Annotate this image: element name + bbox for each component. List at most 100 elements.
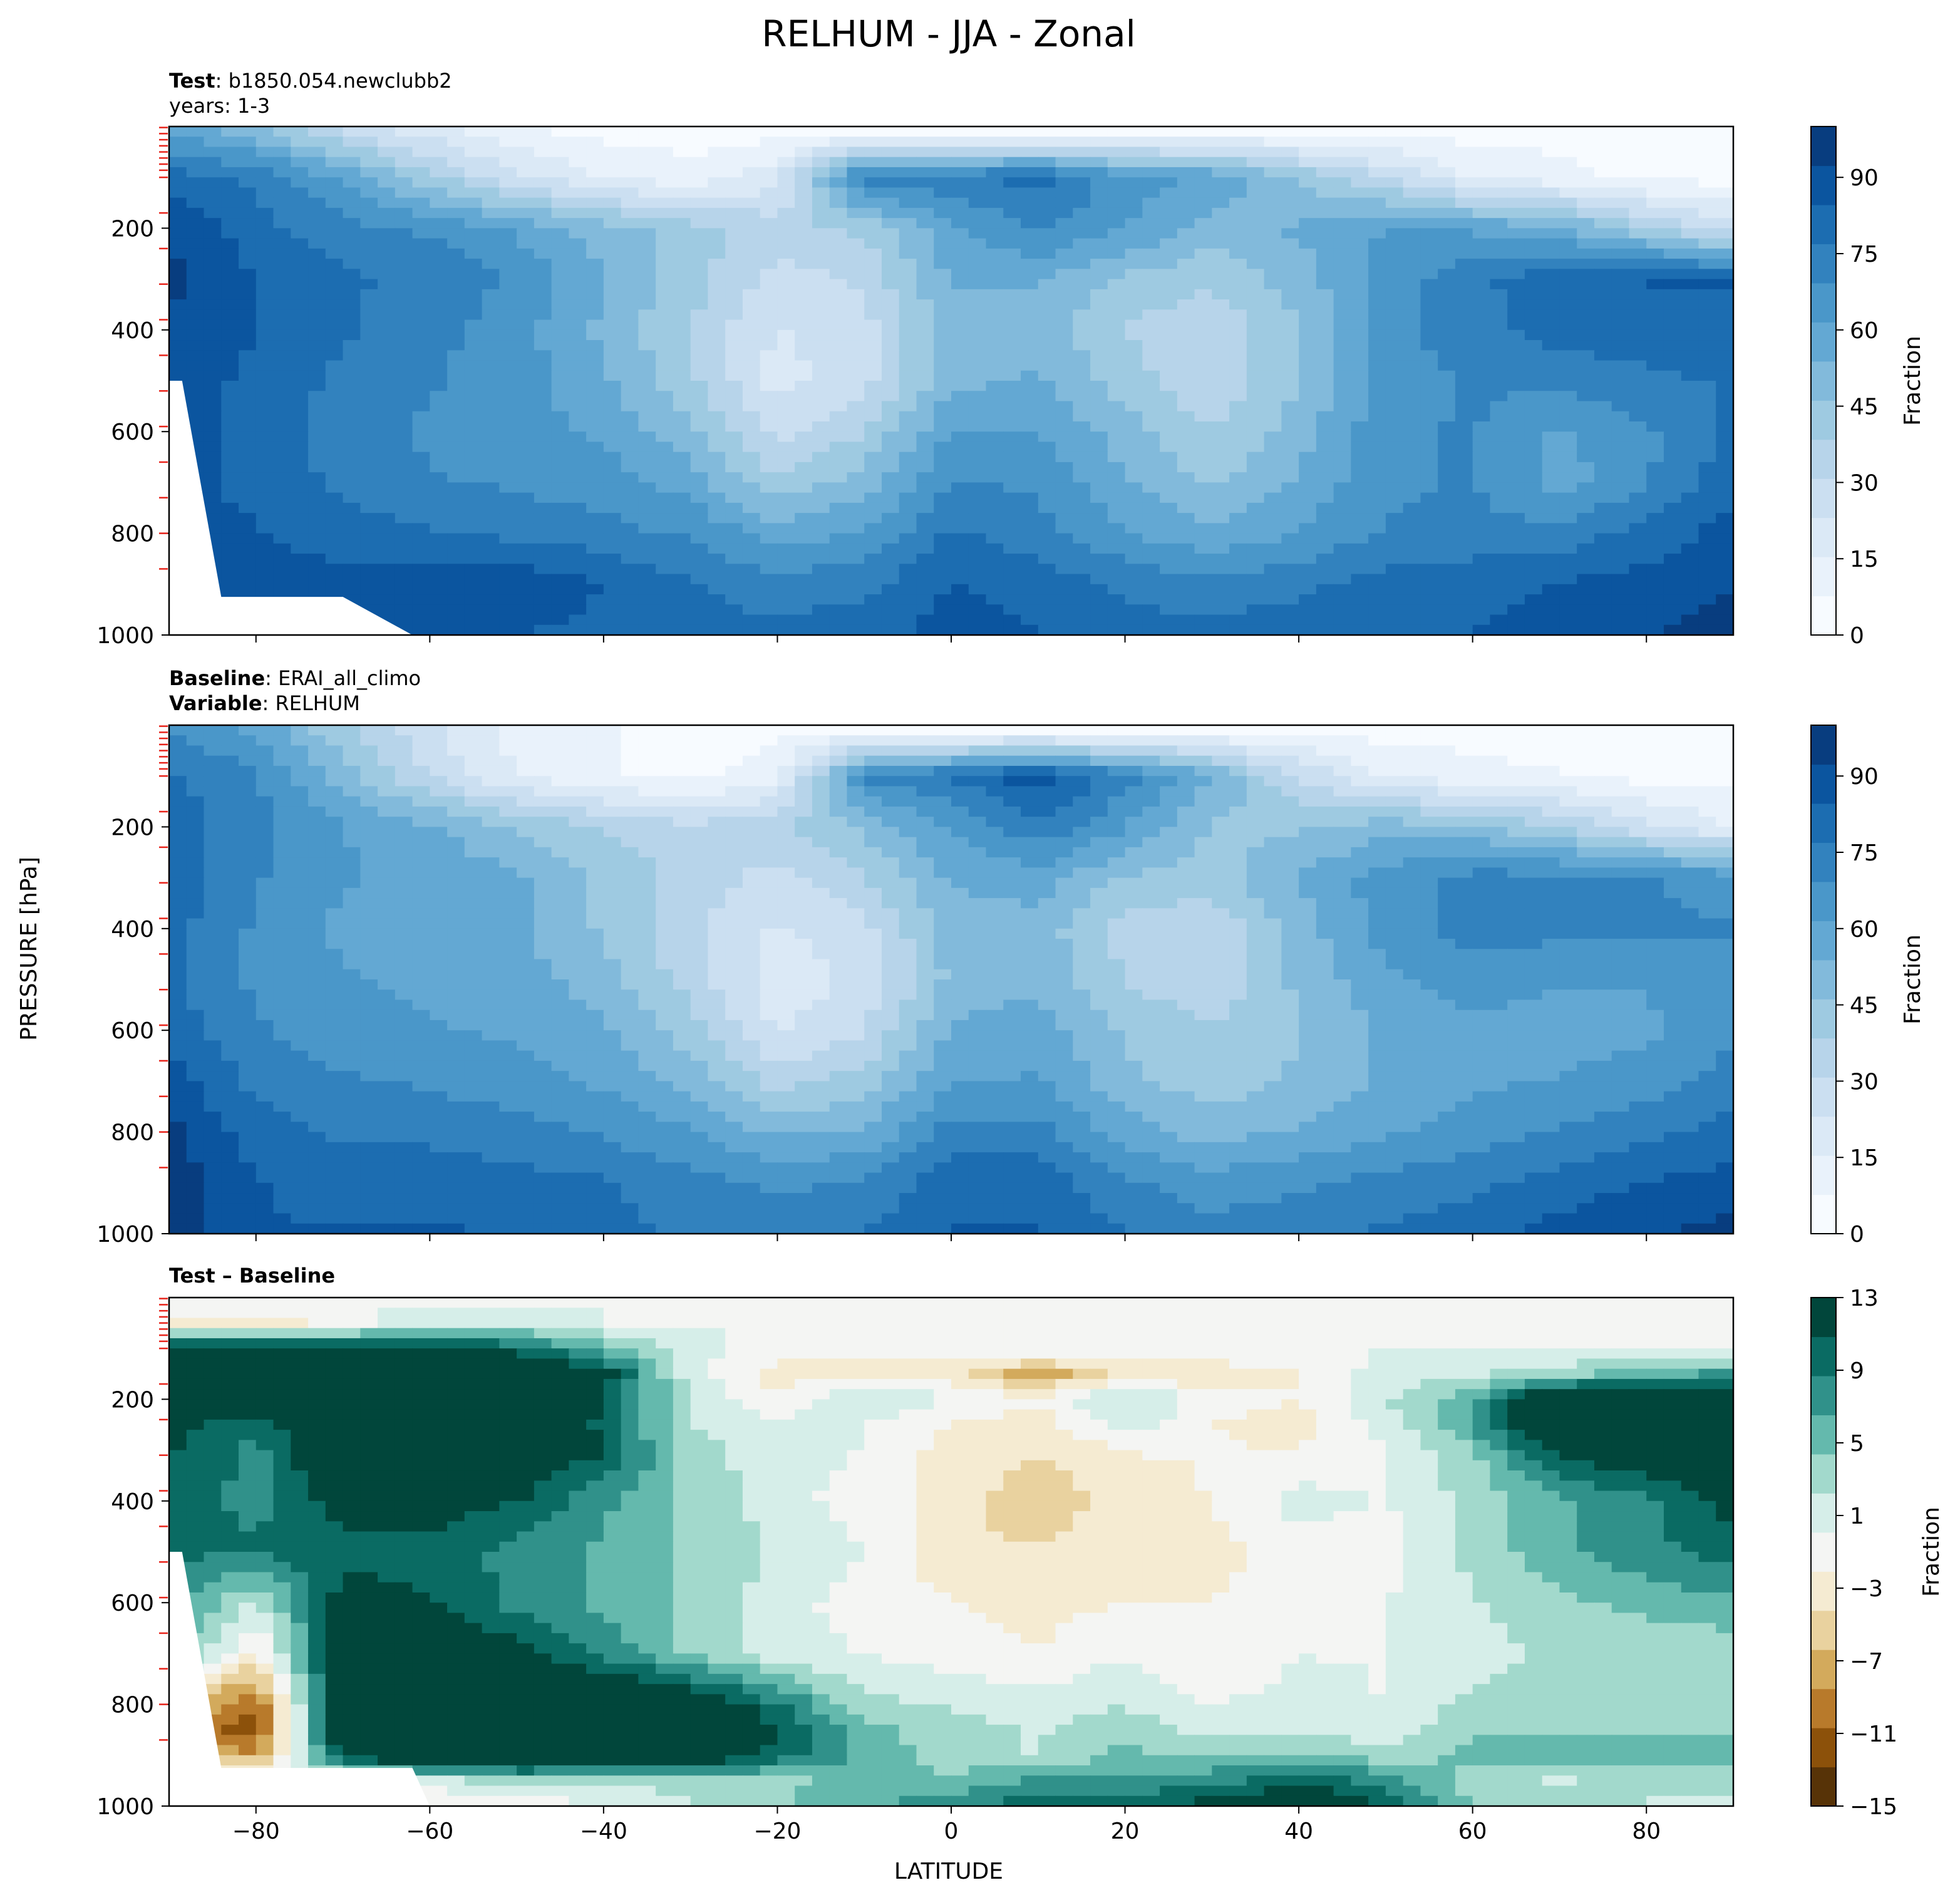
- test-heatmap-cell: [447, 299, 465, 310]
- test-heatmap-cell: [1160, 259, 1178, 269]
- baseline-heatmap-cell: [847, 725, 865, 736]
- test-heatmap-cell: [360, 177, 378, 188]
- test-heatmap-cell: [1420, 259, 1438, 269]
- test-heatmap-cell: [447, 350, 465, 361]
- test-heatmap-cell: [621, 157, 639, 168]
- test-heatmap-cell: [499, 157, 517, 168]
- test-heatmap-cell: [1090, 604, 1108, 616]
- baseline-heatmap-cell: [343, 765, 361, 777]
- test-heatmap-cell: [1229, 492, 1247, 503]
- test-heatmap-cell: [378, 513, 396, 524]
- test-heatmap-cell: [1264, 564, 1282, 575]
- baseline-heatmap-cell: [1003, 725, 1021, 736]
- test-heatmap-cell: [1021, 218, 1039, 229]
- test-heatmap-cell: [1194, 370, 1212, 381]
- baseline-heatmap-cell: [951, 735, 969, 746]
- test-heatmap-cell: [1177, 421, 1195, 432]
- test-heatmap-cell: [742, 370, 761, 381]
- test-heatmap-cell: [1507, 533, 1525, 544]
- test-heatmap-cell: [291, 462, 309, 473]
- test-heatmap-cell: [1073, 177, 1091, 188]
- test-heatmap-cell: [1629, 381, 1647, 391]
- test-heatmap-cell: [1629, 431, 1647, 443]
- test-heatmap-cell: [239, 157, 257, 168]
- test-heatmap-cell: [916, 421, 934, 432]
- test-heatmap-cell: [1212, 309, 1230, 321]
- test-heatmap-cell: [1507, 502, 1525, 514]
- test-heatmap-cell: [968, 187, 987, 199]
- test-heatmap-cell: [1559, 431, 1577, 443]
- test-heatmap-cell: [586, 543, 604, 554]
- test-heatmap-cell: [1194, 360, 1212, 371]
- test-heatmap-cell: [1125, 269, 1143, 280]
- test-heatmap-cell: [1351, 462, 1369, 473]
- test-heatmap-cell: [1385, 340, 1404, 351]
- test-heatmap-cell: [551, 441, 569, 453]
- test-heatmap-cell: [725, 157, 743, 168]
- test-heatmap-cell: [1559, 319, 1577, 331]
- test-heatmap-cell: [464, 543, 483, 554]
- test-heatmap-cell: [1542, 238, 1560, 249]
- test-heatmap-cell: [1472, 157, 1491, 168]
- test-heatmap-cell: [221, 279, 239, 290]
- test-heatmap-cell: [360, 391, 378, 402]
- test-heatmap-cell: [221, 411, 239, 422]
- test-heatmap-cell: [1021, 381, 1039, 391]
- test-heatmap-cell: [1003, 523, 1021, 534]
- test-heatmap-cell: [273, 492, 291, 503]
- test-heatmap-cell: [656, 279, 674, 290]
- test-heatmap-cell: [777, 137, 795, 148]
- test-heatmap-cell: [1003, 248, 1021, 259]
- test-heatmap-cell: [690, 594, 709, 605]
- test-heatmap-cell: [1299, 360, 1317, 371]
- test-heatmap-cell: [829, 248, 848, 259]
- test-heatmap-cell: [221, 340, 239, 351]
- test-heatmap-cell: [343, 269, 361, 280]
- test-heatmap-cell: [1629, 157, 1647, 168]
- test-heatmap-cell: [829, 482, 848, 493]
- test-heatmap-cell: [1038, 360, 1056, 371]
- test-heatmap-cell: [1507, 126, 1525, 137]
- test-heatmap-cell: [1629, 574, 1647, 585]
- baseline-heatmap-cell: [1385, 745, 1404, 756]
- test-heatmap-cell: [951, 584, 969, 595]
- baseline-heatmap-cell: [1385, 735, 1404, 746]
- test-heatmap-cell: [551, 381, 569, 391]
- test-heatmap-cell: [1524, 269, 1543, 280]
- test-heatmap-cell: [221, 554, 239, 564]
- test-heatmap-cell: [1403, 329, 1421, 341]
- test-heatmap-cell: [1246, 554, 1265, 564]
- test-heatmap-cell: [1090, 248, 1108, 259]
- baseline-heatmap-cell: [1194, 725, 1212, 736]
- test-heatmap-cell: [551, 533, 569, 544]
- test-heatmap-cell: [986, 269, 1004, 280]
- test-heatmap-cell: [325, 187, 344, 199]
- test-heatmap-cell: [378, 462, 396, 473]
- test-heatmap-cell: [603, 187, 622, 199]
- test-heatmap-cell: [1681, 279, 1700, 290]
- test-heatmap-cell: [1246, 370, 1265, 381]
- test-heatmap-cell: [899, 421, 917, 432]
- test-heatmap-cell: [308, 584, 326, 595]
- test-heatmap-cell: [621, 462, 639, 473]
- test-heatmap-cell: [1055, 187, 1073, 199]
- test-heatmap-cell: [1472, 187, 1491, 199]
- test-heatmap-cell: [1073, 624, 1091, 636]
- test-heatmap-cell: [291, 126, 309, 137]
- test-heatmap-cell: [1160, 177, 1178, 188]
- test-heatmap-cell: [239, 299, 257, 310]
- test-heatmap-cell: [847, 523, 865, 534]
- y-axis-label: PRESSURE [hPa]: [16, 857, 42, 1041]
- test-heatmap-cell: [1698, 370, 1716, 381]
- test-heatmap-cell: [951, 269, 969, 280]
- test-heatmap-cell: [569, 329, 587, 341]
- baseline-heatmap-cell: [221, 745, 239, 756]
- baseline-heatmap-cell: [1160, 755, 1178, 767]
- test-heatmap-cell: [934, 401, 952, 412]
- test-heatmap-cell: [1681, 259, 1700, 269]
- test-heatmap-cell: [742, 492, 761, 503]
- test-heatmap-cell: [1177, 269, 1195, 280]
- test-heatmap-cell: [499, 564, 517, 575]
- test-heatmap-cell: [447, 197, 465, 209]
- test-heatmap-cell: [343, 259, 361, 269]
